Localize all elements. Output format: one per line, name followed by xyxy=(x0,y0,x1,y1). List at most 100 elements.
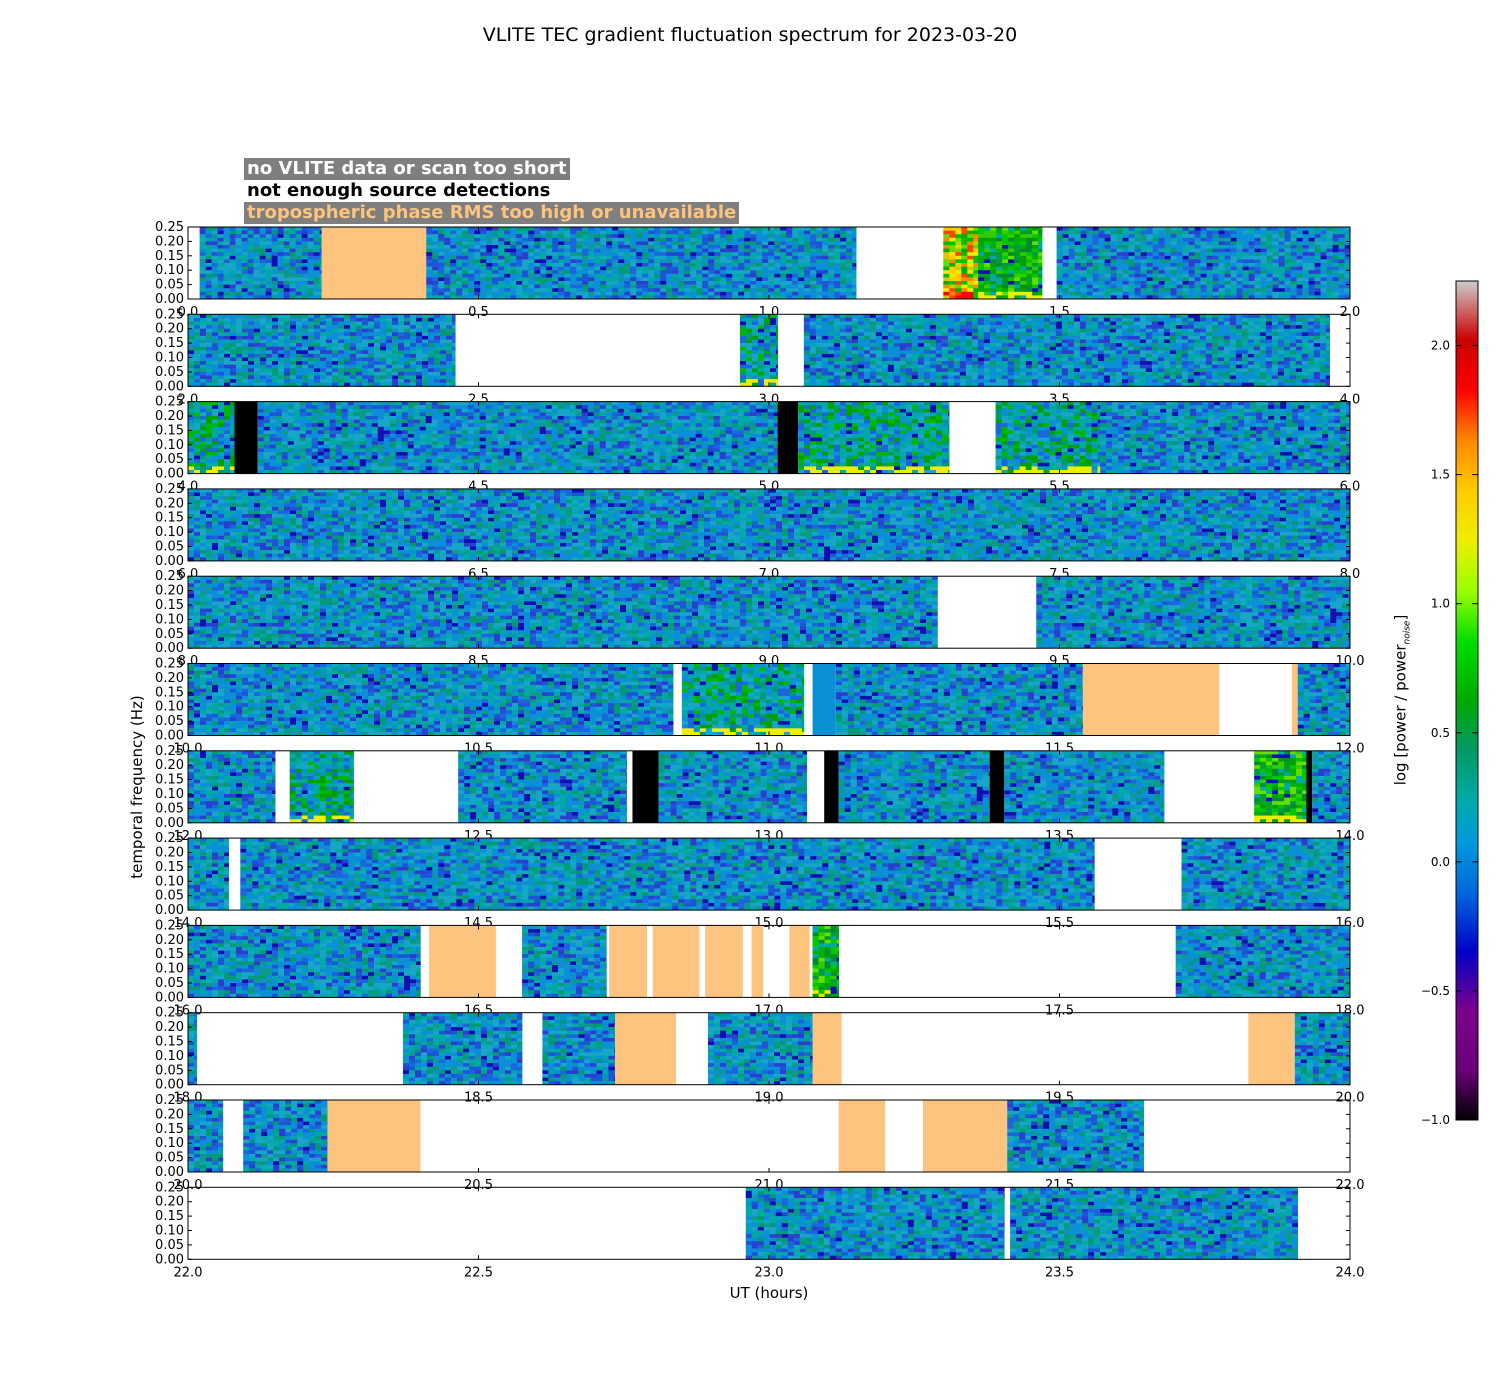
y-tick-label: 0.05 xyxy=(155,889,184,904)
x-axis-label: UT (hours) xyxy=(188,1284,1350,1302)
y-tick-label: 0.10 xyxy=(155,438,184,453)
spectrum-block xyxy=(1100,401,1351,474)
y-tick-label: 0.00 xyxy=(155,379,184,394)
segment-orange xyxy=(609,925,647,998)
x-tick-label: 0.5 xyxy=(468,305,489,320)
spectrum-block xyxy=(739,314,779,387)
x-tick-label: 24.0 xyxy=(1336,1265,1365,1280)
segment-orange xyxy=(327,1100,421,1172)
segment-black xyxy=(777,401,799,474)
panel-4: 0.000.050.100.150.200.256.0 6.5 7.0 7.5 8.0 xyxy=(155,482,1360,582)
spectrum-block xyxy=(188,401,235,474)
y-tick-label: 0.15 xyxy=(155,947,184,962)
spectrum-block xyxy=(1056,227,1351,300)
colorbar-tick-label: 1.0 xyxy=(1431,597,1450,611)
spectrum-block xyxy=(402,1012,523,1085)
y-tick-label: 0.10 xyxy=(155,1224,184,1239)
segment-orange xyxy=(615,1012,677,1085)
y-tick-label: 0.10 xyxy=(155,874,184,889)
y-tick-label: 0.25 xyxy=(155,831,184,846)
y-tick-label: 0.05 xyxy=(155,1063,184,1078)
y-tick-label: 0.10 xyxy=(155,1136,184,1151)
spectrum-block xyxy=(188,314,456,387)
colorbar-label-suffix: ] xyxy=(1392,615,1410,621)
segment-orange xyxy=(429,925,496,998)
y-tick-label: 0.15 xyxy=(155,1209,184,1224)
x-tick-label: 20.5 xyxy=(464,1178,493,1193)
colorbar-label: log [power / powernoise] xyxy=(1392,615,1413,786)
y-tick-label: 0.05 xyxy=(155,540,184,555)
spectrum-block xyxy=(681,663,805,736)
y-tick-label: 0.20 xyxy=(155,1195,184,1210)
y-tick-label: 0.15 xyxy=(155,336,184,351)
y-tick-label: 0.00 xyxy=(155,1078,184,1093)
spectrum-block xyxy=(458,750,627,824)
y-tick-label: 0.25 xyxy=(155,744,184,759)
y-tick-label: 0.15 xyxy=(155,860,184,875)
y-axis-label: temporal frequency (Hz) xyxy=(128,695,146,879)
panel-1: 0.000.050.100.150.200.250.0 0.5 1.0 1.5 2.0 xyxy=(155,220,1360,320)
y-tick-label: 0.20 xyxy=(155,409,184,424)
segment-orange xyxy=(705,925,743,998)
spectrum-block xyxy=(1294,1012,1351,1085)
colorbar-tick-label: 2.0 xyxy=(1431,339,1450,353)
spectrum-block xyxy=(745,1187,1005,1260)
y-tick-label: 0.25 xyxy=(155,1180,184,1195)
spectrum-block xyxy=(240,838,1095,911)
spectrum-block xyxy=(1181,838,1351,911)
legend-no-data: no VLITE data or scan too short xyxy=(244,158,570,180)
y-tick-label: 0.00 xyxy=(155,990,184,1005)
spectrum-block xyxy=(1007,1100,1145,1173)
y-tick-label: 0.10 xyxy=(155,700,184,715)
spectrum-block xyxy=(188,925,421,998)
panels-group: 0.000.050.100.150.200.250.0 0.5 1.0 1.5 2.00… xyxy=(155,220,1364,1280)
y-tick-label: 0.10 xyxy=(155,787,184,802)
spectrum-block xyxy=(995,401,1101,474)
segment-orange xyxy=(1082,663,1220,736)
spectrum-block xyxy=(188,663,674,736)
spectrum-block xyxy=(243,1100,328,1173)
y-tick-label: 0.20 xyxy=(155,1107,184,1122)
y-tick-label: 0.10 xyxy=(155,263,184,278)
spectrum-block xyxy=(289,750,354,824)
spectrum-block xyxy=(943,227,979,300)
y-tick-label: 0.25 xyxy=(155,918,184,933)
y-tick-label: 0.20 xyxy=(155,234,184,249)
status-legend: no VLITE data or scan too short not enou… xyxy=(244,158,740,224)
spectrum-block xyxy=(1010,1187,1299,1260)
segment-orange xyxy=(1291,663,1298,736)
y-tick-label: 0.00 xyxy=(155,554,184,569)
x-tick-label: 19.0 xyxy=(755,1091,784,1106)
y-tick-label: 0.15 xyxy=(155,685,184,700)
y-tick-label: 0.20 xyxy=(155,1020,184,1035)
spectrum-block xyxy=(188,838,229,911)
spectrum-block xyxy=(803,314,1330,387)
y-tick-label: 0.20 xyxy=(155,758,184,773)
y-tick-label: 0.20 xyxy=(155,933,184,948)
colorbar-tick-label: 0.0 xyxy=(1431,855,1450,869)
y-tick-label: 0.05 xyxy=(155,714,184,729)
spectrum-block xyxy=(1312,750,1351,824)
y-tick-label: 0.25 xyxy=(155,1093,184,1108)
panel-5: 0.000.050.100.150.200.258.0 8.5 9.0 9.5 10.0 xyxy=(155,569,1364,669)
x-tick-label: 2.0 xyxy=(1340,305,1361,320)
y-tick-label: 0.05 xyxy=(155,452,184,467)
segment-flat xyxy=(812,663,836,736)
y-tick-label: 0.05 xyxy=(155,278,184,293)
y-tick-label: 0.05 xyxy=(155,627,184,642)
y-tick-label: 0.00 xyxy=(155,729,184,744)
y-tick-label: 0.10 xyxy=(155,351,184,366)
segment-black xyxy=(1306,750,1313,823)
y-tick-label: 0.25 xyxy=(155,569,184,584)
spectrum-block xyxy=(188,488,1351,562)
segment-black xyxy=(989,750,1005,823)
y-tick-label: 0.00 xyxy=(155,292,184,307)
y-tick-label: 0.25 xyxy=(155,657,184,672)
y-tick-label: 0.05 xyxy=(155,1238,184,1253)
y-tick-label: 0.15 xyxy=(155,1035,184,1050)
y-tick-label: 0.15 xyxy=(155,511,184,526)
